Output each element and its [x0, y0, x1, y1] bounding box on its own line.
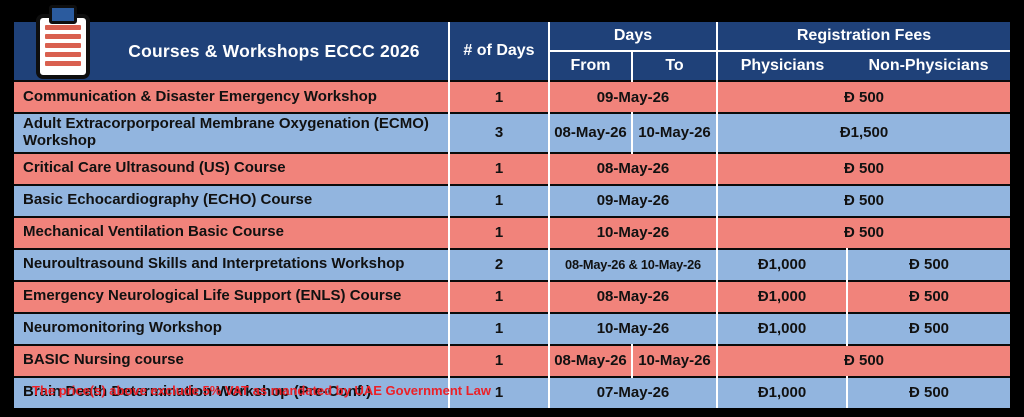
table-row: Mechanical Ventilation Basic Course 1 10-M…: [14, 215, 1011, 249]
clipboard-line: [45, 34, 81, 39]
date-to-cell: 10-May-26: [632, 343, 718, 377]
date-from-cell: 08-May-26: [549, 112, 633, 153]
col-header-fees-group: Registration Fees: [717, 22, 1011, 51]
date-cell: 08-May-26: [549, 279, 718, 313]
table-row: Critical Care Ultrasound (US) Course 1 08-…: [14, 151, 1011, 185]
days-count-cell: 1: [449, 343, 550, 377]
course-cell: Neuromonitoring Workshop: [14, 311, 450, 345]
clipboard-line: [45, 61, 81, 66]
course-cell: Neuroultrasound Skills and Interpretatio…: [14, 247, 450, 281]
col-header-from: From: [549, 50, 633, 81]
date-cell: 07-May-26: [549, 375, 718, 408]
table-row: Brain Death Determination Workshop (Pre-…: [14, 375, 1011, 408]
days-count-cell: 1: [449, 375, 550, 408]
course-cell: Mechanical Ventilation Basic Course: [14, 215, 450, 249]
days-count-cell: 3: [449, 112, 550, 153]
fee-physicians-cell: Ð1,000: [717, 375, 848, 408]
header-row-groups: Courses & Workshops ECCC 2026 # of Days …: [14, 22, 1011, 81]
days-count-cell: 1: [449, 311, 550, 345]
course-cell: Emergency Neurological Life Support (ENL…: [14, 279, 450, 313]
clipboard-line: [45, 43, 81, 48]
date-cell: 08-May-26 & 10-May-26: [549, 247, 718, 281]
course-cell: Brain Death Determination Workshop (Pre-…: [14, 375, 450, 408]
days-count-cell: 2: [449, 247, 550, 281]
col-header-to: To: [632, 50, 718, 81]
clipboard-line: [45, 52, 81, 57]
fee-cell: Ð 500: [717, 80, 1011, 113]
fee-physicians-cell: Ð1,000: [717, 279, 848, 313]
clipboard-icon: [36, 5, 94, 81]
fee-cell: Ð1,500: [717, 112, 1011, 153]
fee-non-physicians-cell: Ð 500: [847, 311, 1011, 345]
col-header-physicians: Physicians: [717, 50, 847, 81]
col-header-non-physicians: Non-Physicians: [847, 50, 1011, 81]
fee-non-physicians-cell: Ð 500: [847, 279, 1011, 313]
table-row: BASIC Nursing course 1 08-May-26 10-May-26 Ð…: [14, 343, 1011, 377]
fee-non-physicians-cell: Ð 500: [847, 247, 1011, 281]
course-cell: Critical Care Ultrasound (US) Course: [14, 151, 450, 185]
course-cell: Basic Echocardiography (ECHO) Course: [14, 183, 450, 217]
fee-physicians-cell: Ð1,000: [717, 247, 848, 281]
fee-physicians-cell: Ð1,000: [717, 311, 848, 345]
fee-cell: Ð 500: [717, 215, 1011, 249]
fee-cell: Ð 500: [717, 183, 1011, 217]
course-cell: BASIC Nursing course: [14, 343, 450, 377]
date-cell: 10-May-26: [549, 215, 718, 249]
table-row: Communication & Disaster Emergency Works…: [14, 80, 1011, 113]
courses-table: Courses & Workshops ECCC 2026 # of Days …: [14, 22, 1011, 408]
header-row-subcolumns: From To Physicians Non-Physicians: [14, 50, 1011, 81]
days-count-cell: 1: [449, 80, 550, 113]
table-row: Basic Echocardiography (ECHO) Course 1 09-…: [14, 183, 1011, 217]
col-header-num-days: # of Days: [449, 22, 550, 81]
table-row: Adult Extracorporporeal Membrane Oxygena…: [14, 112, 1011, 153]
table-row: Neuroultrasound Skills and Interpretatio…: [14, 247, 1011, 281]
days-count-cell: 1: [449, 151, 550, 185]
vat-note: The price(s) above exclude 5% VAT as man…: [32, 383, 491, 398]
date-to-cell: 10-May-26: [632, 112, 718, 153]
table-row: Emergency Neurological Life Support (ENL…: [14, 279, 1011, 313]
fee-cell: Ð 500: [717, 151, 1011, 185]
date-cell: 09-May-26: [549, 80, 718, 113]
course-cell: Adult Extracorporporeal Membrane Oxygena…: [14, 112, 450, 153]
date-cell: 10-May-26: [549, 311, 718, 345]
table-row: Neuromonitoring Workshop 1 10-May-26 Ð1,000…: [14, 311, 1011, 345]
col-header-days-group: Days: [549, 22, 718, 51]
date-from-cell: 08-May-26: [549, 343, 633, 377]
days-count-cell: 1: [449, 215, 550, 249]
days-count-cell: 1: [449, 183, 550, 217]
clipboard-line: [45, 25, 81, 30]
course-cell: Communication & Disaster Emergency Works…: [14, 80, 450, 113]
fee-non-physicians-cell: Ð 500: [847, 375, 1011, 408]
date-cell: 09-May-26: [549, 183, 718, 217]
date-cell: 08-May-26: [549, 151, 718, 185]
clipboard-clip: [49, 5, 77, 24]
days-count-cell: 1: [449, 279, 550, 313]
fee-cell: Ð 500: [717, 343, 1011, 377]
